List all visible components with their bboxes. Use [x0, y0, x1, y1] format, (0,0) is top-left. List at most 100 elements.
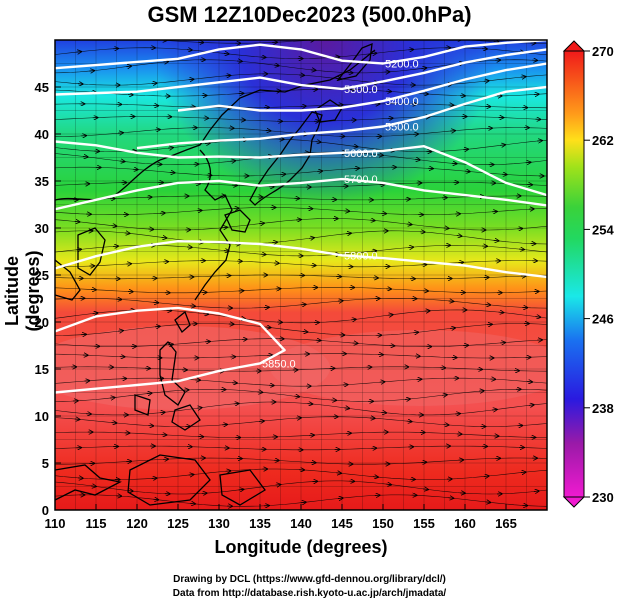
wind-arrow	[205, 143, 210, 144]
chart-title: GSM 12Z10Dec2023 (500.0hPa)	[147, 2, 472, 27]
wind-arrow	[483, 81, 489, 82]
contour-label: 5300.0	[344, 84, 378, 96]
wind-arrow	[230, 161, 235, 162]
x-tick-label: 135	[249, 516, 271, 531]
map-plot: 5200.0 5300.0 5400.0 5500.0 5600.0 5700.0 5800…	[35, 39, 614, 531]
wind-arrow	[223, 53, 229, 54]
contour-label: 5500.0	[385, 121, 419, 133]
wind-arrow	[414, 159, 420, 160]
colorbar: 270 262 254 246 238 230	[562, 40, 614, 508]
wind-arrow	[450, 328, 455, 329]
wind-arrow	[386, 484, 391, 485]
wind-arrow	[76, 249, 81, 250]
x-tick-label: 130	[208, 516, 230, 531]
contour-label: 5800.0	[344, 250, 378, 262]
wind-arrow	[500, 145, 505, 146]
wind-arrow	[309, 238, 314, 239]
y-tick-label: 30	[35, 221, 49, 236]
x-tick-label: 150	[372, 516, 394, 531]
contour-label: 5600.0	[344, 148, 378, 160]
colorbar-tick-label: 254	[592, 222, 614, 237]
wind-arrow	[196, 408, 202, 409]
wind-arrow	[315, 142, 321, 143]
wind-arrow	[146, 393, 152, 394]
wind-arrow	[273, 65, 279, 66]
x-tick-label: 115	[86, 516, 107, 531]
contour-label: 5400.0	[385, 96, 419, 108]
credit-drawing: Drawing by DCL (https://www.gfd-dennou.o…	[173, 574, 446, 585]
contour-label: 5700.0	[344, 174, 378, 186]
wind-arrow	[498, 312, 504, 313]
colorbar-tick-label: 238	[592, 401, 614, 416]
contour-5300.0	[55, 48, 547, 96]
colorbar-tick-label: 246	[592, 312, 614, 327]
wind-arrow	[519, 249, 524, 250]
wind-arrow	[275, 485, 281, 486]
y-tick-label: 20	[35, 315, 49, 330]
wind-arrow	[352, 146, 358, 147]
y-tick-label: 5	[42, 456, 49, 471]
wind-arrow	[294, 396, 299, 397]
wind-arrow	[371, 53, 377, 54]
height-contours: 5200.0 5300.0 5400.0 5500.0 5600.0 5700.0 5800…	[55, 40, 547, 394]
wind-arrow	[485, 502, 491, 503]
wind-arrow	[448, 498, 454, 499]
wind-arrow	[413, 332, 418, 333]
wind-arrow	[350, 319, 356, 320]
y-tick-label: 25	[35, 268, 49, 283]
wind-arrow	[188, 79, 194, 80]
tropical-band-east	[270, 330, 547, 406]
wind-arrow	[378, 155, 383, 156]
wind-arrow	[76, 52, 81, 53]
wind-arrow	[126, 66, 131, 67]
colorbar-tick-label: 270	[592, 44, 614, 59]
contour-5200.0	[55, 40, 547, 70]
wind-arrow	[535, 317, 541, 318]
wind-arrow	[492, 409, 497, 410]
tropical-band	[55, 326, 330, 410]
wind-arrow	[493, 240, 499, 241]
wind-arrow	[118, 331, 123, 332]
x-tick-label: 160	[454, 516, 476, 531]
wind-arrow	[346, 233, 351, 234]
contour-5800.0	[55, 240, 547, 279]
wind-arrow	[111, 226, 117, 227]
colorbar-tick-label: 262	[592, 133, 614, 148]
contour-label: 5200.0	[385, 59, 419, 71]
wind-arrow	[300, 502, 306, 503]
wind-arrow	[188, 475, 194, 476]
y-axis-label: Latitude (degrees)	[2, 250, 43, 332]
y-tick-label: 40	[35, 127, 49, 142]
y-tick-label: 0	[42, 503, 49, 518]
wind-arrow	[387, 315, 393, 316]
y-axis-ticks: 0 5 10 15 20 25 30 35 40 45	[35, 80, 61, 518]
contour-5700.0	[55, 177, 547, 211]
y-tick-label: 35	[35, 174, 49, 189]
wind-arrow	[265, 327, 271, 328]
wind-arrow	[159, 412, 165, 413]
contour-5400.0	[177, 62, 547, 112]
x-tick-label: 140	[290, 516, 312, 531]
credit-data: Data from http://database.rish.kyoto-u.a…	[172, 588, 447, 599]
wind-arrow	[336, 473, 341, 474]
x-tick-label: 125	[167, 516, 189, 531]
wind-arrow	[456, 236, 462, 237]
x-tick-label: 120	[126, 516, 148, 531]
x-tick-label: 165	[495, 516, 517, 531]
x-tick-label: 110	[45, 516, 66, 531]
wind-arrow	[344, 408, 349, 409]
wind-arrow	[119, 161, 125, 162]
y-tick-label: 45	[35, 80, 49, 95]
contour-5500.0	[136, 85, 547, 150]
wind-arrow	[161, 237, 167, 238]
wind-arrow	[168, 148, 173, 149]
colorbar-tick-label: 230	[592, 490, 614, 505]
y-tick-label: 15	[35, 362, 49, 377]
x-axis-label: Longitude (degrees)	[214, 537, 388, 557]
wind-arrow	[533, 491, 539, 492]
y-tick-label: 10	[35, 409, 49, 424]
wind-arrow	[406, 224, 412, 225]
x-axis-ticks: 110 115 120 125 130 135 140 145 150 155 160 165	[45, 504, 517, 531]
x-tick-label: 145	[331, 516, 353, 531]
contour-5600.0	[55, 140, 547, 197]
